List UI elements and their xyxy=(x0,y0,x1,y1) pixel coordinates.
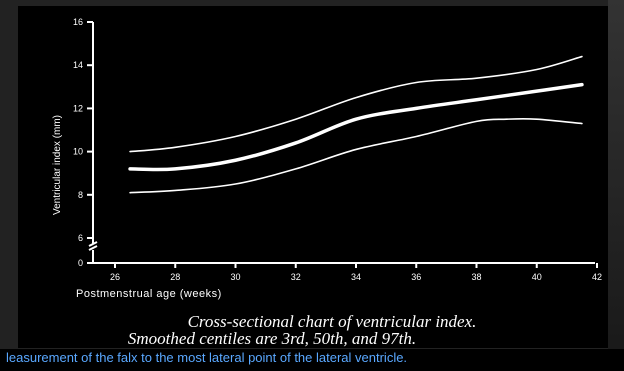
y-axis-label: Ventricular index (mm) xyxy=(52,115,63,215)
window-edge xyxy=(608,0,624,371)
axes: 6 8 10 12 14 16 0 26 28 30 32 34 36 38 40 42 xyxy=(73,17,602,282)
caption-line-2: Smoothed centiles are 3rd, 50th, and 97t… xyxy=(127,329,417,348)
x-tick-label: 38 xyxy=(471,272,481,282)
y-tick-label: 14 xyxy=(73,60,83,70)
y-tick-label: 16 xyxy=(73,17,83,27)
y-tick-label: 6 xyxy=(78,233,83,243)
x-tick-label: 32 xyxy=(291,272,301,282)
x-tick-label: 36 xyxy=(411,272,421,282)
x-tick-label: 28 xyxy=(170,272,180,282)
x-tick-label: 26 xyxy=(110,272,120,282)
centile-line-50th xyxy=(128,82,584,172)
y-tick-label: 10 xyxy=(73,147,83,157)
y-tick-label-zero: 0 xyxy=(78,258,83,268)
caption-line-1: Cross-sectional chart of ventricular ind… xyxy=(187,312,477,331)
x-axis-label: Postmenstrual age (weeks) xyxy=(76,288,222,300)
x-tick-label: 30 xyxy=(230,272,240,282)
x-tick-label: 34 xyxy=(351,272,361,282)
footer-text: leasurement of the falx to the most late… xyxy=(0,349,624,371)
slide-area xyxy=(18,6,608,348)
x-tick-label: 40 xyxy=(532,272,542,282)
x-tick-label: 42 xyxy=(592,272,602,282)
y-tick-label: 8 xyxy=(78,190,83,200)
centile-lines xyxy=(128,55,584,194)
y-tick-label: 12 xyxy=(73,103,83,113)
centile-line-97th xyxy=(129,55,583,153)
y-axis-break xyxy=(88,241,98,251)
centile-line-3rd xyxy=(129,117,583,194)
